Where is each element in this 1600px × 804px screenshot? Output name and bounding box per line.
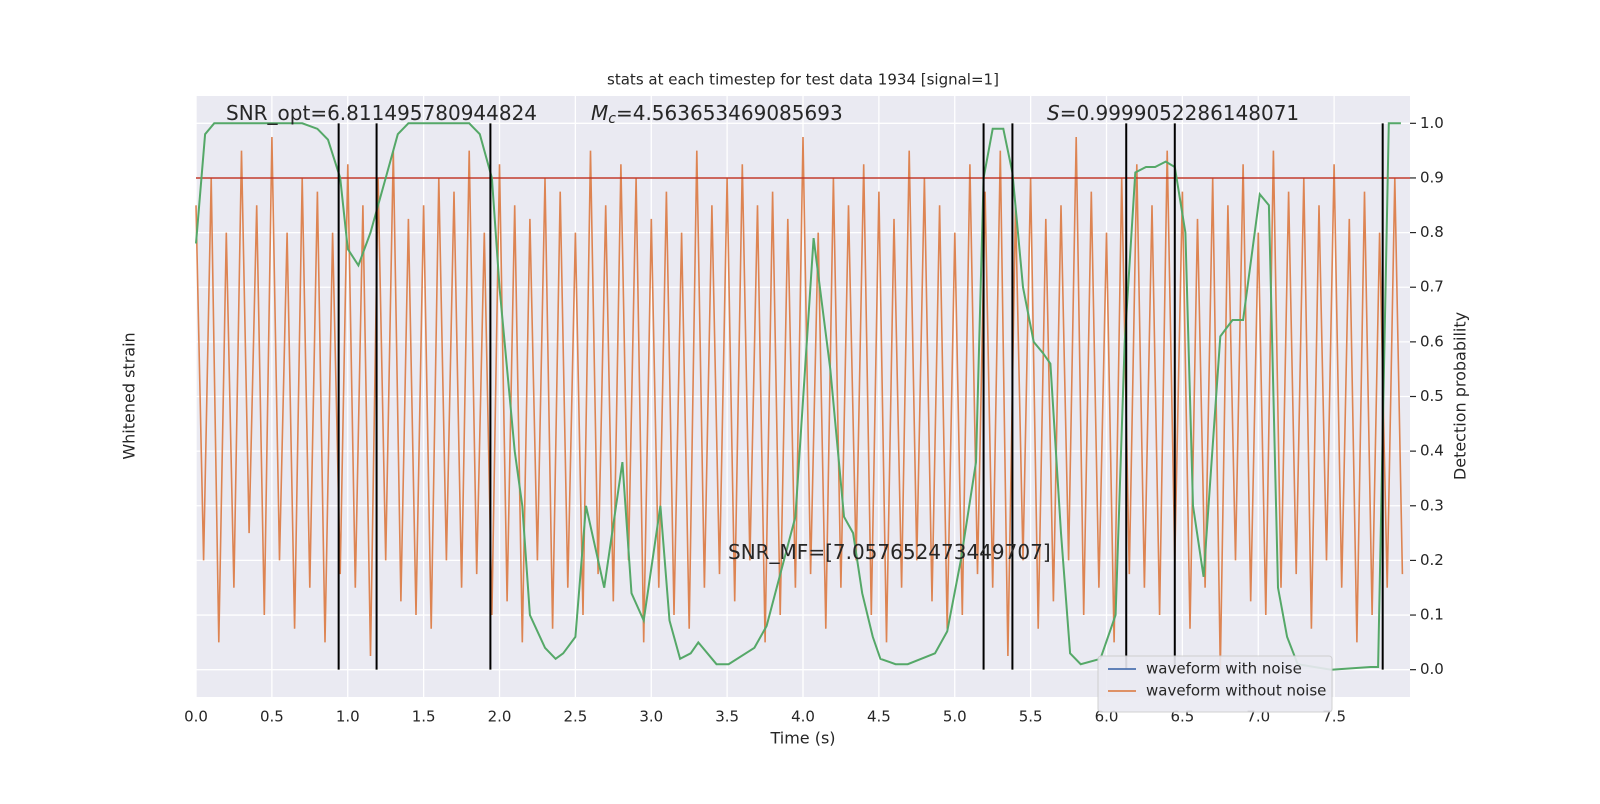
x-tick-label: 1.0 (336, 708, 360, 726)
y2-tick-label: 0.6 (1420, 332, 1444, 350)
x-tick-label: 0.5 (260, 708, 284, 726)
x-tick-label: 0.0 (184, 708, 208, 726)
annotation: SNR_opt=6.811495780944824 (226, 101, 537, 125)
x-tick-label: 5.0 (943, 708, 967, 726)
annotation: S=0.9999052286148071 (1047, 101, 1299, 125)
annotation: SNR_MF=[7.057652473449707] (728, 540, 1051, 564)
x-tick-label: 2.0 (488, 708, 512, 726)
y2-tick-label: 0.5 (1420, 387, 1444, 405)
y-axis-label: Whitened strain (120, 332, 139, 459)
x-tick-label: 3.5 (715, 708, 739, 726)
annotation-symbol: M (591, 101, 608, 125)
legend-box (1097, 655, 1333, 713)
y2-tick-label: 0.3 (1420, 496, 1444, 514)
x-axis-label: Time (s) (769, 729, 835, 748)
annotation-text: =0.9999052286148071 (1060, 101, 1299, 125)
y2-tick-label: 1.0 (1420, 114, 1444, 132)
y2-axis-label: Detection probability (1451, 312, 1470, 480)
x-tick-label: 3.0 (639, 708, 663, 726)
x-tick-label: 5.5 (1019, 708, 1043, 726)
series-line (195, 136, 1404, 670)
x-tick-label: 4.0 (791, 708, 815, 726)
y2-tick-label: 0.2 (1420, 551, 1444, 569)
annotation-text: SNR_MF=[7.057652473449707] (728, 540, 1051, 564)
y2-tick-label: 0.1 (1420, 606, 1444, 624)
y2-tick-label: 0.7 (1420, 278, 1444, 296)
x-tick-label: 1.5 (412, 708, 436, 726)
series-line (195, 122, 1401, 671)
annotation-subscript: c (608, 111, 616, 127)
y2-tick-label: 0.4 (1420, 442, 1444, 460)
x-tick-label: 4.5 (867, 708, 891, 726)
legend-label: waveform with noise (1146, 660, 1302, 678)
legend-label: waveform without noise (1146, 682, 1326, 700)
x-tick-label: 2.5 (563, 708, 587, 726)
chart-title: stats at each timestep for test data 193… (607, 71, 999, 89)
annotation-text: SNR_opt=6.811495780944824 (226, 101, 537, 125)
annotation-text: =4.563653469085693 (616, 101, 843, 125)
annotation: Mc=4.563653469085693 (591, 101, 843, 128)
y2-tick-label: 0.0 (1420, 660, 1444, 678)
annotation-symbol: S (1047, 101, 1060, 125)
y2-tick-label: 0.9 (1420, 168, 1444, 186)
y2-tick-label: 0.8 (1420, 223, 1444, 241)
